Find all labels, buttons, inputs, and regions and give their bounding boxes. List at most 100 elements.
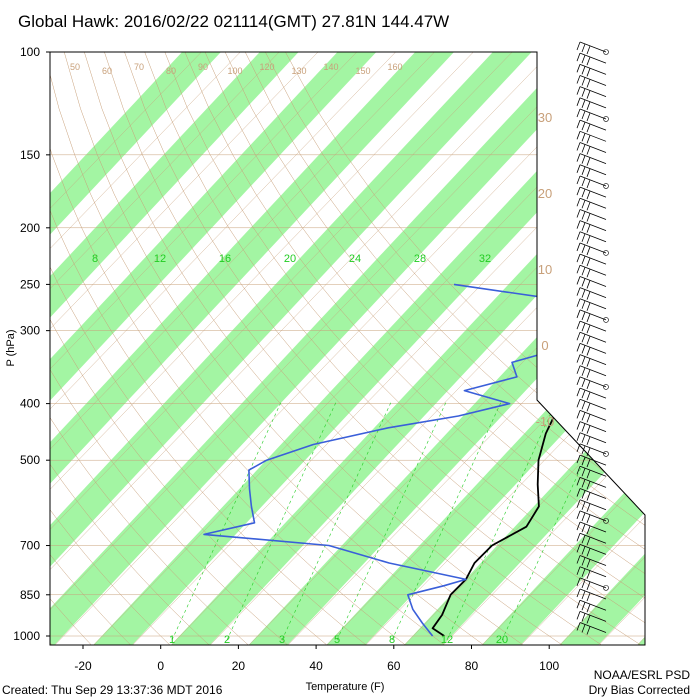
wind-barb-feather xyxy=(576,477,581,486)
wind-barb-feather xyxy=(586,213,591,222)
wind-barb-calm xyxy=(603,250,609,256)
celsius-label: 20 xyxy=(538,186,552,201)
dry-adiabat xyxy=(50,52,213,645)
credit-label: NOAA/ESRL PSD xyxy=(594,668,691,682)
wind-barb-feather xyxy=(576,131,581,140)
dry-adiabat xyxy=(50,52,292,645)
isotherm-line xyxy=(50,52,493,645)
wind-barb-feather xyxy=(576,521,581,531)
wind-barb-feather xyxy=(586,403,591,412)
mixing-ratio-line xyxy=(446,399,558,641)
mixing-ratio-label: 20 xyxy=(284,253,296,265)
wind-barb-feather xyxy=(586,470,591,479)
wind-barb-staff xyxy=(579,276,607,287)
wind-barb-calm xyxy=(603,183,609,189)
wind-barb-feather xyxy=(581,345,586,354)
wind-barb-staff xyxy=(579,588,607,600)
wind-barb-feather xyxy=(581,155,586,164)
dry-adiabat xyxy=(50,52,410,645)
wind-barb-feather xyxy=(581,244,586,254)
wind-barb-feather xyxy=(581,423,586,432)
wind-barb-feather xyxy=(576,555,581,564)
mixing-ratio-line xyxy=(501,399,613,641)
wind-barb-staff xyxy=(579,521,607,533)
wind-barb-feather xyxy=(586,537,591,546)
isotherm-line xyxy=(50,52,260,645)
wind-barb-feather xyxy=(581,177,586,187)
wind-barb-feather xyxy=(581,200,586,209)
wind-barb-feather xyxy=(576,354,581,363)
wind-barb-feather xyxy=(586,570,591,579)
x-tick-label: 0 xyxy=(157,659,164,673)
y-tick-label: 250 xyxy=(20,277,40,291)
isotherm-band xyxy=(50,52,240,645)
wind-barb-staff xyxy=(579,376,607,388)
wind-barb-feather xyxy=(576,41,581,51)
wind-barb-staff xyxy=(579,421,607,432)
wind-barb-feather xyxy=(581,43,586,53)
wind-barb-feather xyxy=(586,492,591,501)
wind-barb-feather xyxy=(581,602,586,611)
wind-barb-feather xyxy=(581,468,586,477)
wind-barb-feather xyxy=(576,421,581,430)
wind-barb-feather xyxy=(586,90,591,99)
y-tick-label: 300 xyxy=(20,324,40,338)
wind-barb-feather xyxy=(576,276,581,285)
dry-adiabat xyxy=(104,52,607,645)
wind-barb-feather xyxy=(576,142,581,151)
x-tick-label: 60 xyxy=(387,659,401,673)
isotherm-band xyxy=(50,52,473,645)
wind-barb-feather xyxy=(576,443,581,453)
isotherm-line xyxy=(160,52,645,645)
dry-adiabat xyxy=(50,52,174,645)
isotherm-line xyxy=(50,52,532,645)
wind-barb-feather xyxy=(581,624,586,633)
mixing-ratio-label: 16 xyxy=(219,253,231,265)
celsius-label: 10 xyxy=(538,262,552,277)
wind-barb-feather xyxy=(576,253,581,263)
x-tick-label: -20 xyxy=(74,659,92,673)
wind-barb-feather xyxy=(576,332,581,341)
mixing-ratio-label: 8 xyxy=(92,253,98,265)
mixing-ratio-line xyxy=(336,399,448,641)
wind-barb-feather xyxy=(581,66,586,75)
theta-label: 100 xyxy=(227,66,242,76)
wind-barb-feather xyxy=(586,112,591,122)
wind-barb-staff xyxy=(579,287,607,298)
wind-barb-feather xyxy=(586,380,591,390)
created-timestamp: Created: Thu Sep 29 13:37:36 MDT 2016 xyxy=(2,683,223,697)
wind-barb-staff xyxy=(579,599,607,611)
isotherm-band xyxy=(50,52,396,645)
wind-barb-feather xyxy=(586,347,591,356)
wind-barb-feather xyxy=(576,454,581,464)
theta-label: 160 xyxy=(387,62,402,72)
wind-barb-feather xyxy=(576,231,581,240)
wind-barb-feather xyxy=(586,79,591,88)
wind-barb-staff xyxy=(579,488,607,499)
wind-barb-feather xyxy=(581,322,586,332)
wind-barb-feather xyxy=(586,157,591,166)
isotherm-line xyxy=(432,52,645,645)
wind-barb-staff xyxy=(579,365,607,377)
isotherm-line xyxy=(50,52,377,645)
wind-barb-feather xyxy=(576,399,581,408)
wind-barb-feather xyxy=(576,242,581,252)
wind-barb-feather xyxy=(581,311,586,321)
theta-label: 80 xyxy=(166,66,176,76)
chart-title: Global Hawk: 2016/02/22 021114(GMT) 27.8… xyxy=(18,12,449,31)
wind-barb-feather xyxy=(586,224,591,233)
wind-barb-staff xyxy=(579,264,607,276)
mixing-ratio-lower-label: 2 xyxy=(224,634,230,646)
wind-barb-feather xyxy=(576,97,581,106)
wind-barb-feather xyxy=(586,425,591,434)
wind-barb-feather xyxy=(576,153,581,162)
isotherm-band xyxy=(50,52,551,645)
wind-barb-feather xyxy=(581,568,586,577)
wind-barb-feather xyxy=(581,389,586,399)
wind-barb-staff xyxy=(579,197,607,209)
wind-barb-feather xyxy=(586,481,591,490)
wind-barb-staff xyxy=(579,298,607,310)
wind-barb-feather xyxy=(581,490,586,499)
wind-barb-feather xyxy=(586,202,591,211)
dry-adiabat xyxy=(50,52,489,645)
